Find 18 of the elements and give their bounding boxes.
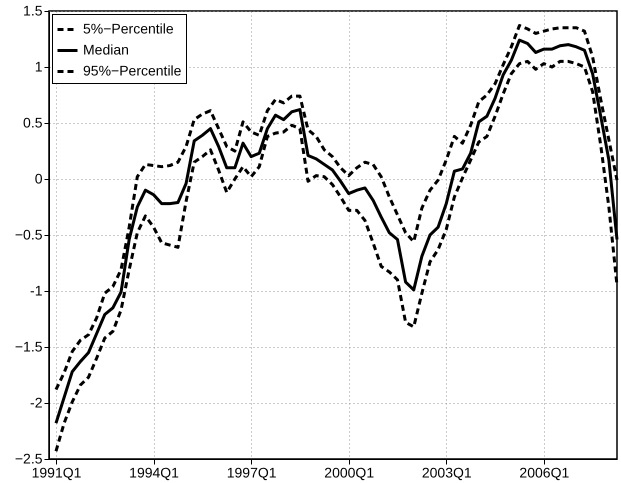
legend-label: 5%−Percentile [83, 20, 174, 36]
x-tick-label: 2006Q1 [519, 464, 570, 480]
x-tick-label: 1991Q1 [32, 464, 82, 480]
y-tick-label: −1.5 [14, 338, 43, 354]
x-tick-label: 1994Q1 [129, 464, 180, 480]
y-tick-label: −2.5 [14, 450, 43, 466]
y-tick-label: 0 [34, 170, 43, 186]
legend-label: Median [83, 42, 129, 58]
x-tick-label: 2003Q1 [422, 464, 472, 480]
y-tick-label: -1 [30, 282, 43, 298]
y-tick-label: 1 [34, 58, 43, 74]
y-tick-label: −0.5 [14, 226, 43, 242]
y-tick-label: -2 [30, 394, 43, 410]
x-tick-label: 1997Q1 [226, 464, 277, 480]
legend-label: 95%−Percentile [83, 62, 182, 78]
y-tick-label: 1.5 [23, 2, 43, 18]
y-tick-label: 0.5 [23, 114, 43, 130]
x-tick-label: 2000Q1 [324, 464, 374, 480]
